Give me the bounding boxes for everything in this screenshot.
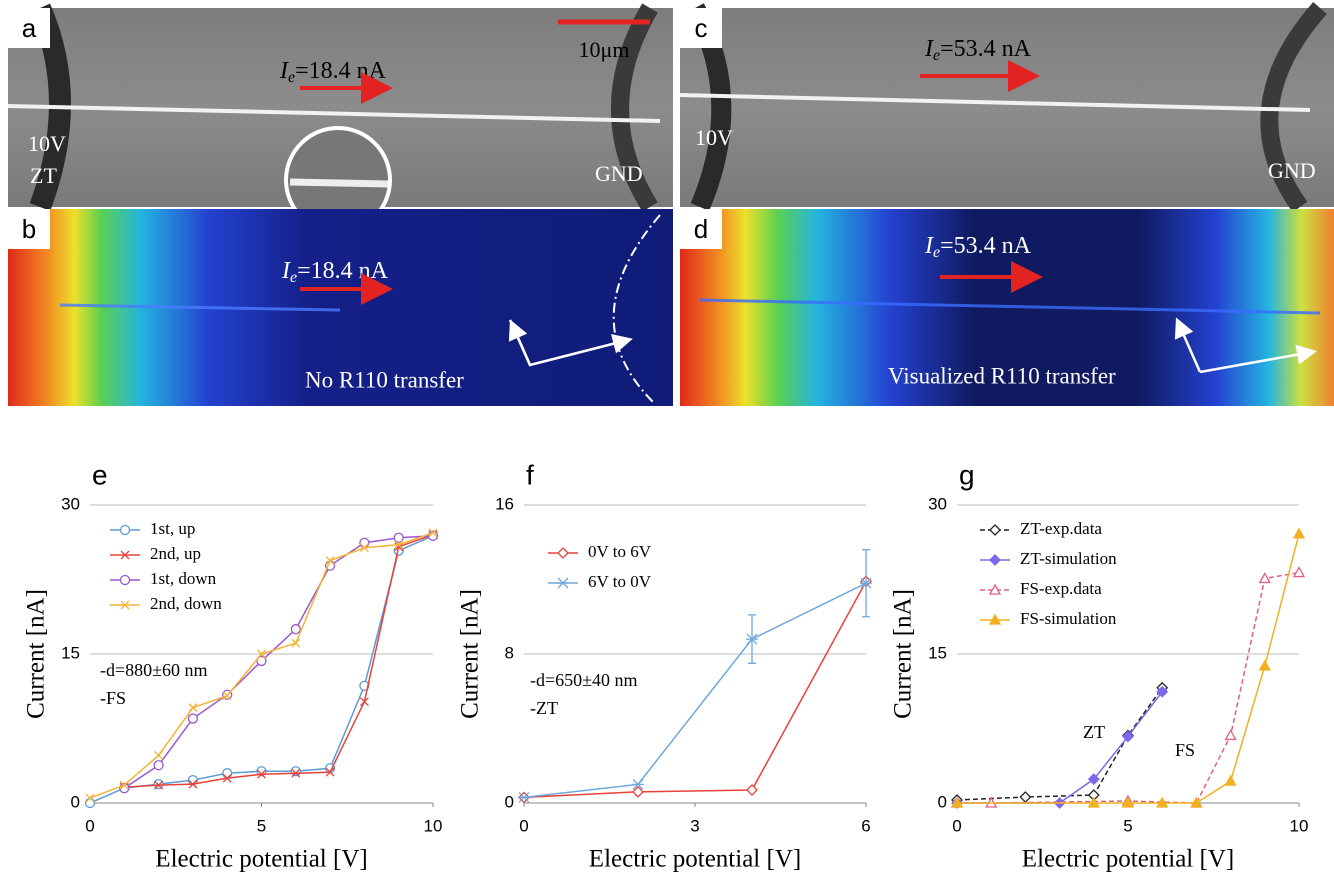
y-tick-label: 16 <box>495 494 514 513</box>
panel-label: d <box>694 214 708 244</box>
legend-marker <box>557 578 569 588</box>
y-axis-label: Current [nA] <box>23 589 50 719</box>
series-line <box>957 534 1299 803</box>
marker <box>1294 529 1304 538</box>
x-axis-label: Electric potential [V] <box>155 846 367 873</box>
marker <box>154 761 163 770</box>
legend-label: FS-exp.data <box>1020 579 1102 598</box>
marker <box>188 714 197 723</box>
y-axis-label: Current [nA] <box>457 589 484 719</box>
x-tick-label: 6 <box>861 816 870 835</box>
image-panel-d: d Ie=53.4 nA Visualized R110 transfer <box>680 209 1334 406</box>
y-tick-label: 30 <box>928 494 947 513</box>
legend-label: 2nd, down <box>150 594 222 613</box>
current-label: Ie=18.4 nA <box>279 58 387 86</box>
legend-label: 2nd, up <box>150 544 201 563</box>
legend-label: 0V to 6V <box>588 542 652 561</box>
legend-label: ZT-simulation <box>1020 549 1117 568</box>
x-tick-label: 0 <box>952 816 961 835</box>
annotation: FS <box>1175 740 1195 760</box>
y-tick-label: 15 <box>928 643 947 662</box>
scale-label: 10μm <box>579 37 630 62</box>
figure: a 10μm Ie=18.4 nA 10V ZT GND b Ie=18.4 n… <box>0 0 1334 880</box>
marker <box>86 799 95 808</box>
x-axis-label: Electric potential [V] <box>1022 846 1234 873</box>
y-tick-label: 0 <box>938 792 947 811</box>
marker <box>189 704 197 712</box>
y-tick-label: 0 <box>71 792 80 811</box>
panel-label: b <box>22 214 36 244</box>
current-label: Ie=18.4 nA <box>281 258 389 286</box>
panel-label: e <box>92 459 108 490</box>
annotation: -FS <box>100 688 126 708</box>
legend-label: ZT-exp.data <box>1020 519 1102 538</box>
annotation: -d=880±60 nm <box>100 660 208 680</box>
image-panel-a: a 10μm Ie=18.4 nA 10V ZT GND <box>8 8 673 232</box>
image-panel-b: b Ie=18.4 nA No R110 transfer <box>8 209 673 406</box>
series-line <box>957 688 1162 800</box>
x-tick-label: 10 <box>1290 816 1309 835</box>
legend-marker <box>121 526 130 535</box>
marker <box>360 538 369 547</box>
annotation: ZT <box>1083 722 1105 742</box>
legend-marker <box>558 548 568 558</box>
y-tick-label: 30 <box>61 494 80 513</box>
marker <box>154 780 163 789</box>
legend-label: 1st, down <box>150 569 217 588</box>
legend-marker <box>990 525 1000 535</box>
legend-marker <box>990 555 1000 565</box>
marker <box>292 639 300 647</box>
image-panel-c: c Ie=53.4 nA 10V GND <box>680 8 1334 207</box>
legend-marker <box>121 576 130 585</box>
legend-label: FS-simulation <box>1020 609 1117 628</box>
marker <box>747 785 757 795</box>
electrode-label: ZT <box>30 163 57 188</box>
marker <box>1260 661 1270 670</box>
marker <box>1226 730 1236 739</box>
current-label: Ie=53.4 nA <box>924 36 1032 64</box>
panel-label: c <box>695 13 708 43</box>
series-line <box>957 692 1162 803</box>
panel-label: a <box>22 13 37 43</box>
panel-label: g <box>959 459 975 490</box>
x-tick-label: 10 <box>424 816 443 835</box>
y-axis-label: Current [nA] <box>890 589 917 719</box>
y-tick-label: 15 <box>61 643 80 662</box>
marker <box>291 767 300 776</box>
y-tick-label: 8 <box>505 643 514 662</box>
series-line <box>957 573 1299 803</box>
note: Visualized R110 transfer <box>888 363 1116 388</box>
series-line <box>524 583 866 797</box>
x-tick-label: 5 <box>1123 816 1132 835</box>
marker <box>291 625 300 634</box>
marker <box>1020 792 1030 802</box>
marker <box>1294 568 1304 577</box>
note: No R110 transfer <box>305 367 464 392</box>
annotation: -d=650±40 nm <box>530 670 638 690</box>
electrode-label: 10V <box>28 131 66 156</box>
legend-label: 6V to 0V <box>588 572 652 591</box>
x-axis-label: Electric potential [V] <box>589 846 801 873</box>
annotation: -ZT <box>530 698 558 718</box>
legend-label: 1st, up <box>150 519 195 538</box>
marker <box>1226 776 1236 785</box>
y-tick-label: 0 <box>505 792 514 811</box>
electrode-label: GND <box>595 161 643 186</box>
electrode-label: GND <box>1268 158 1316 183</box>
panel-label: f <box>526 459 534 490</box>
x-tick-label: 0 <box>85 816 94 835</box>
marker <box>155 751 163 759</box>
current-label: Ie=53.4 nA <box>924 233 1032 261</box>
x-tick-label: 0 <box>519 816 528 835</box>
marker <box>223 769 232 778</box>
x-tick-label: 3 <box>690 816 699 835</box>
x-tick-label: 5 <box>257 816 266 835</box>
electrode-label: 10V <box>695 125 733 150</box>
marker <box>1260 574 1270 583</box>
